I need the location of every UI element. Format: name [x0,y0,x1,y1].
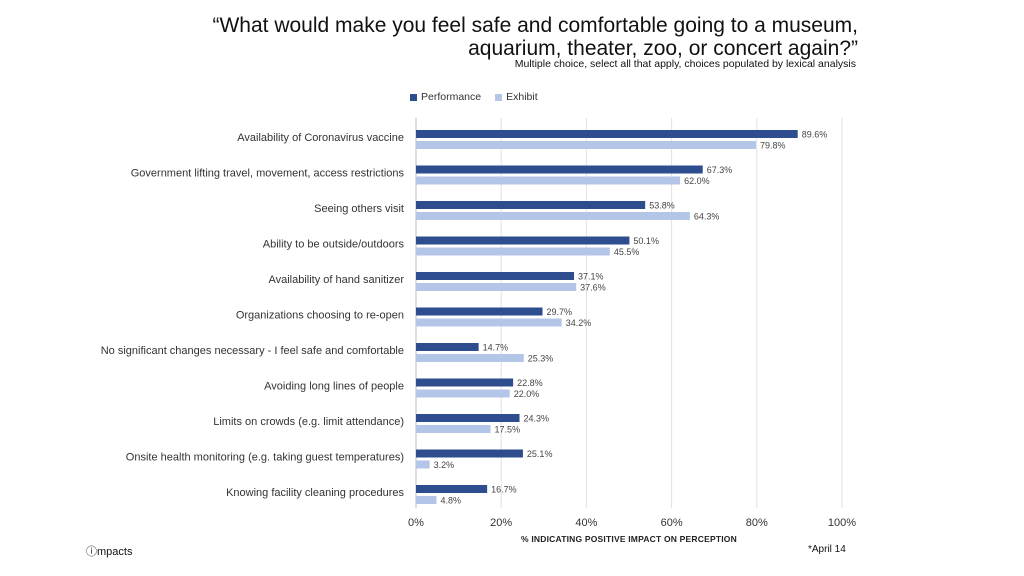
data-label: 37.6% [580,283,606,293]
legend: Performance Exhibit [410,91,552,103]
bar-exhibit [416,354,524,362]
data-label: 62.0% [684,176,710,186]
legend-item-performance: Performance [410,91,481,103]
data-label: 37.1% [578,272,604,282]
bar-performance [416,449,523,458]
category-label: Availability of hand sanitizer [268,274,404,286]
bar-performance [416,307,543,316]
category-label: Limits on crowds (e.g. limit attendance) [213,416,404,428]
data-label: 34.2% [566,318,592,328]
bar-exhibit [416,318,562,327]
category-label: Availability of Coronavirus vaccine [237,132,404,144]
x-tick-label: 60% [661,517,683,529]
category-label: Organizations choosing to re-open [236,310,404,322]
bar-exhibit [416,141,756,149]
data-label: 67.3% [707,165,733,175]
data-label: 45.5% [614,247,640,257]
x-tick-label: 20% [490,517,512,529]
data-label: 4.8% [440,496,461,506]
x-tick-label: 0% [408,517,424,529]
legend-swatch-performance [410,93,417,101]
data-label: 22.0% [514,389,540,399]
legend-item-exhibit: Exhibit [495,91,538,103]
category-label: No significant changes necessary - I fee… [101,345,404,357]
data-label: 3.2% [434,460,455,470]
data-label: 50.1% [633,236,659,246]
legend-swatch-exhibit [495,93,503,101]
chart-title: “What would make you feel safe and comfo… [98,14,858,60]
impacts-logo: ⓘmpacts [86,546,133,558]
data-label: 14.7% [483,343,509,353]
data-label: 24.3% [524,414,550,424]
category-label: Seeing others visit [314,203,404,215]
bar-performance [416,378,514,387]
category-label: Government lifting travel, movement, acc… [131,168,405,180]
data-label: 29.7% [547,307,573,317]
data-label: 79.8% [760,141,786,151]
bar-exhibit [416,212,690,220]
data-label: 25.3% [528,354,554,364]
bar-performance [416,343,479,351]
data-label: 17.5% [495,425,521,435]
bar-exhibit [416,389,510,398]
data-label: 89.6% [802,130,828,140]
legend-label-performance: Performance [421,91,482,103]
bar-exhibit [416,176,681,185]
bar-exhibit [416,460,430,469]
legend-label-exhibit: Exhibit [506,91,538,103]
x-axis-title: % INDICATING POSITIVE IMPACT ON PERCEPTI… [521,534,737,544]
bar-performance [416,130,798,138]
chart-subtitle: Multiple choice, select all that apply, … [514,58,856,70]
bar-exhibit [416,425,491,433]
data-label: 16.7% [491,485,517,495]
data-label: 64.3% [694,212,720,222]
bar-performance [416,201,646,209]
x-tick-label: 40% [575,517,597,529]
data-label: 53.8% [649,201,675,211]
bar-exhibit [416,247,610,256]
bar-performance [416,414,520,422]
bar-performance [416,485,488,493]
bar-exhibit [416,283,577,291]
data-label: 25.1% [527,449,553,459]
data-label: 22.8% [517,378,543,388]
bar-performance [416,272,575,280]
category-label: Avoiding long lines of people [264,381,404,393]
category-label: Ability to be outside/outdoors [263,239,405,251]
chart-title-line1: “What would make you feel safe and comfo… [212,14,858,37]
x-tick-label: 80% [746,517,768,529]
footnote: *April 14 [808,544,846,555]
bar-exhibit [416,496,437,504]
category-label: Knowing facility cleaning procedures [226,487,404,499]
x-tick-label: 100% [828,517,856,529]
bar-performance [416,165,703,174]
category-label: Onsite health monitoring (e.g. taking gu… [126,452,404,464]
chart-title-line2: aquarium, theater, zoo, or concert again… [468,37,858,60]
bar-performance [416,236,630,245]
